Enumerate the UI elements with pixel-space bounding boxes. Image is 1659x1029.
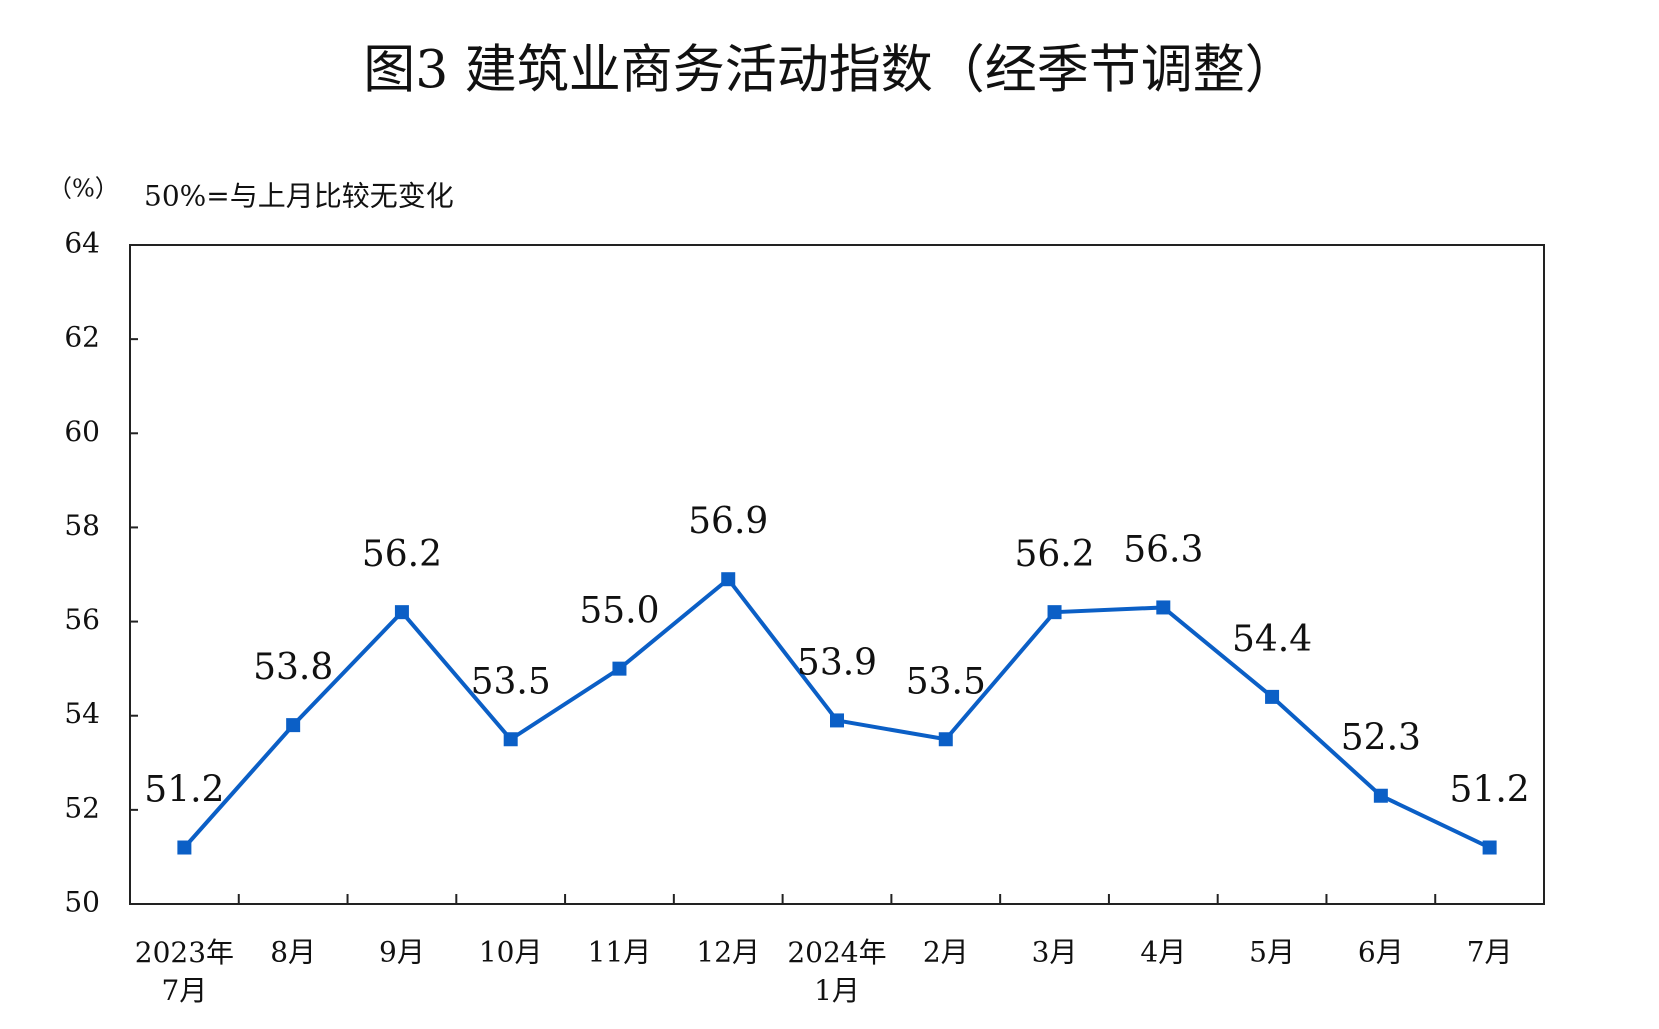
x-tick-label: 8月: [270, 936, 316, 969]
point-marker: [1373, 788, 1388, 803]
y-tick-label: 54: [64, 697, 100, 730]
x-tick-label: 3月: [1032, 936, 1078, 969]
point-marker: [938, 732, 953, 747]
y-tick-label: 58: [64, 509, 100, 542]
data-label: 56.3: [1123, 529, 1203, 570]
annotation: 50%=与上月比较无变化: [144, 180, 454, 213]
y-tick-label: 64: [64, 227, 100, 260]
y-tick-label: 62: [64, 321, 100, 354]
point-marker: [830, 713, 844, 728]
point-marker: [1265, 689, 1280, 704]
x-tick-label: 5月: [1249, 936, 1295, 969]
data-label: 53.9: [797, 642, 877, 683]
x-tick-label: 6月: [1358, 936, 1404, 969]
data-label: 52.3: [1341, 718, 1421, 759]
data-label: 53.5: [906, 661, 986, 702]
x-tick-label: 2023年 7月: [135, 936, 234, 1007]
x-tick-label: 12月: [696, 936, 760, 969]
x-tick-label: 9月: [379, 936, 425, 969]
point-marker: [612, 661, 627, 676]
data-label: 55.0: [579, 591, 659, 632]
x-tick-label: 2024年 1月: [787, 936, 886, 1007]
x-tick-label: 11月: [588, 936, 652, 969]
data-label: 51.2: [144, 770, 224, 811]
y-unit: （%）: [48, 175, 119, 203]
y-tick-label: 56: [64, 603, 100, 636]
data-label: 56.9: [688, 501, 768, 542]
y-tick-label: 60: [64, 415, 100, 448]
point-marker: [1047, 605, 1062, 620]
x-tick-label: 10月: [479, 936, 543, 969]
data-label: 56.2: [362, 534, 442, 575]
data-label: 53.5: [471, 661, 551, 702]
x-tick-label: 4月: [1140, 936, 1186, 969]
data-label: 54.4: [1232, 619, 1312, 660]
point-marker: [503, 732, 518, 747]
point-marker: [1482, 840, 1497, 855]
plot-frame: [129, 244, 1545, 905]
data-label: 53.8: [253, 647, 333, 688]
point-marker: [394, 605, 409, 620]
point-marker: [1156, 600, 1171, 615]
point-marker: [721, 572, 736, 587]
chart-title: 图3 建筑业商务活动指数（经季节调整）: [363, 41, 1297, 101]
x-tick-label: 7月: [1467, 936, 1513, 969]
data-label: 56.2: [1014, 534, 1094, 575]
y-tick-label: 52: [64, 791, 100, 824]
point-marker: [177, 840, 192, 855]
data-label: 51.2: [1450, 770, 1530, 811]
point-marker: [286, 718, 301, 733]
y-tick-label: 50: [64, 886, 100, 919]
x-tick-label: 2月: [923, 936, 969, 969]
